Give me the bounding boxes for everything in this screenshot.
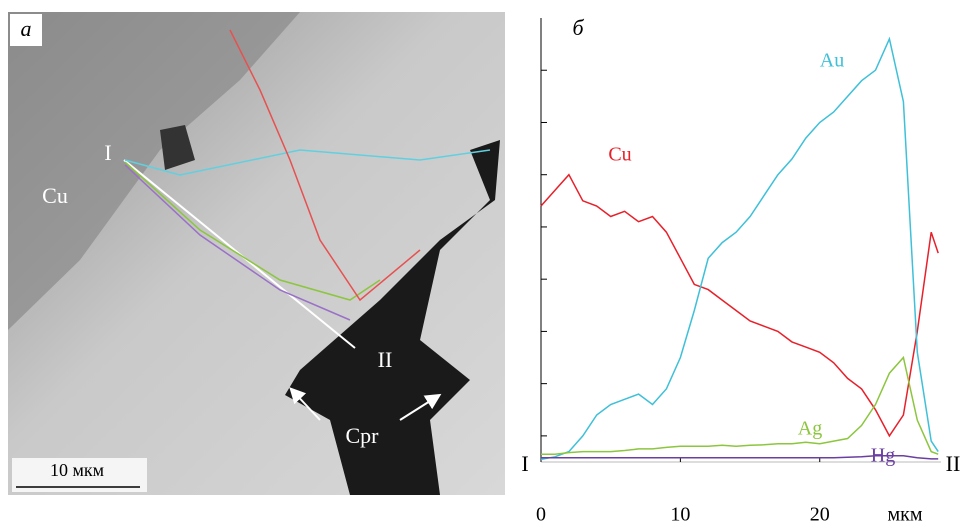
cpr-grain [285, 140, 500, 495]
profile-au [124, 149, 491, 176]
chart: б I II мкм 0 10 20 Cu Au Ag Hg [521, 15, 960, 526]
series-label: Ag [798, 418, 822, 440]
x-tick-label: 0 [536, 504, 546, 526]
x-tick-label: 10 [670, 504, 690, 526]
profile-cu [229, 29, 421, 302]
arrow [289, 387, 321, 421]
label-box [10, 14, 42, 46]
series-label: Cu [608, 144, 631, 166]
series-label: Hg [871, 445, 895, 467]
x-end-label: II [946, 451, 961, 476]
x-tick-label: 20 [810, 504, 830, 526]
profile-hg [124, 164, 351, 321]
scale-label: 10 мкм [50, 460, 104, 480]
phase-label: Cu [42, 183, 68, 208]
sem-image: а I II Cu Cpr 10 мкм [8, 12, 505, 495]
panel-label: б [572, 15, 584, 40]
series-line [541, 454, 939, 460]
profile-ag [124, 161, 381, 301]
phase-label: Cpr [346, 423, 380, 448]
panel-label: а [21, 16, 32, 41]
cu-area [8, 12, 300, 330]
x-unit: мкм [887, 504, 922, 526]
arrow [399, 393, 442, 421]
series-label: Au [820, 50, 844, 72]
x-start-label: I [521, 451, 528, 476]
series-line [541, 355, 939, 455]
pore [160, 125, 195, 170]
series-line [540, 36, 939, 461]
point-label: II [378, 347, 393, 372]
point-label: I [104, 140, 111, 165]
series-line [540, 173, 939, 438]
